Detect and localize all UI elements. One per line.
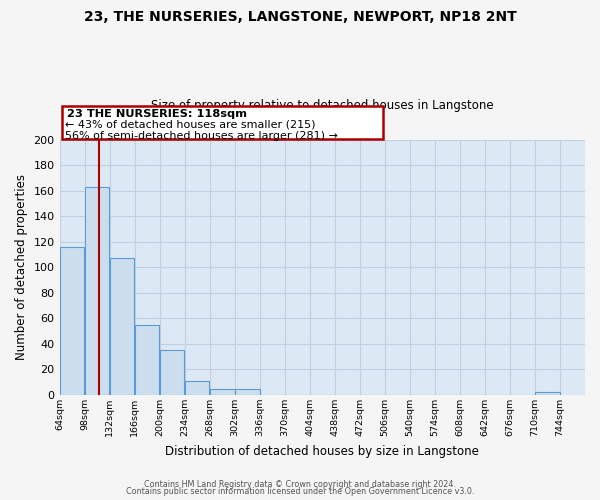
Text: Contains public sector information licensed under the Open Government Licence v3: Contains public sector information licen… [126, 487, 474, 496]
X-axis label: Distribution of detached houses by size in Langstone: Distribution of detached houses by size … [166, 444, 479, 458]
Text: 23, THE NURSERIES, LANGSTONE, NEWPORT, NP18 2NT: 23, THE NURSERIES, LANGSTONE, NEWPORT, N… [83, 10, 517, 24]
Bar [110, 258, 134, 395]
Bar [85, 187, 109, 395]
Text: 23 THE NURSERIES: 118sqm: 23 THE NURSERIES: 118sqm [67, 108, 247, 118]
Bar [160, 350, 184, 395]
FancyBboxPatch shape [62, 106, 383, 140]
Bar [235, 388, 260, 395]
Bar [535, 392, 560, 395]
Text: Contains HM Land Registry data © Crown copyright and database right 2024.: Contains HM Land Registry data © Crown c… [144, 480, 456, 489]
Text: ← 43% of detached houses are smaller (215): ← 43% of detached houses are smaller (21… [65, 120, 315, 130]
Bar [185, 381, 209, 395]
Title: Size of property relative to detached houses in Langstone: Size of property relative to detached ho… [151, 100, 494, 112]
Bar [210, 388, 235, 395]
Y-axis label: Number of detached properties: Number of detached properties [15, 174, 28, 360]
Bar [135, 324, 160, 395]
Text: 56% of semi-detached houses are larger (281) →: 56% of semi-detached houses are larger (… [65, 131, 338, 141]
Bar [60, 247, 85, 395]
